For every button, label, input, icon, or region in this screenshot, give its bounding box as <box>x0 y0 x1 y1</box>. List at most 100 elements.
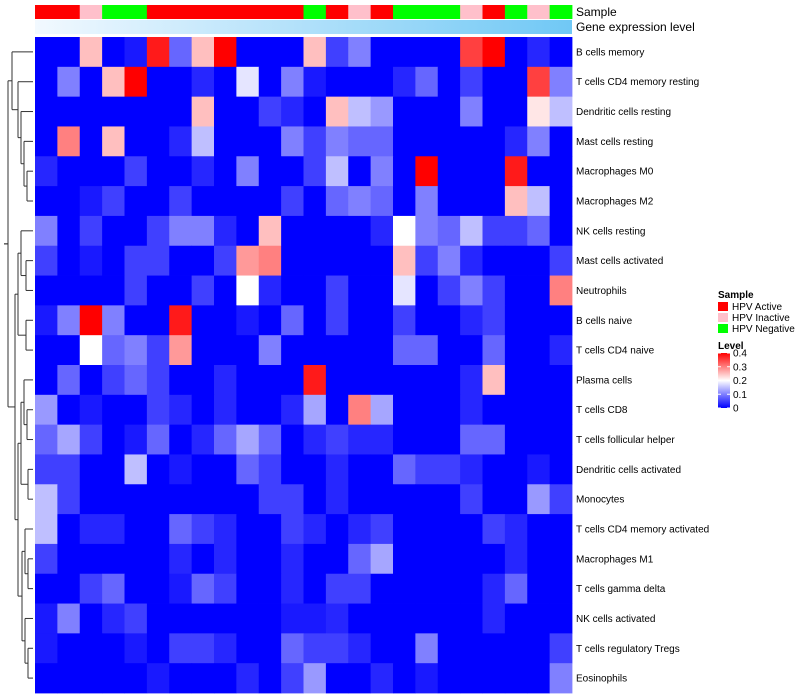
heatmap-cell <box>236 603 260 634</box>
heatmap-cell <box>236 275 260 306</box>
heatmap-cell <box>169 543 193 575</box>
heatmap-cell <box>549 66 573 98</box>
sample-annotation-cell <box>527 5 551 19</box>
heatmap-cell <box>146 66 170 98</box>
heatmap-cell <box>325 305 349 336</box>
heatmap-cell <box>214 663 237 694</box>
heatmap-cell <box>460 454 483 485</box>
heatmap-cell <box>258 394 282 426</box>
heatmap-cell <box>281 96 304 127</box>
heatmap-cell <box>281 633 304 664</box>
heatmap-cell <box>79 245 103 276</box>
heatmap-cell <box>415 305 439 336</box>
heatmap-cell <box>348 96 372 127</box>
heatmap-cell <box>35 424 58 455</box>
heatmap-cell <box>214 603 237 634</box>
heatmap-cell <box>460 156 483 187</box>
heatmap-cell <box>281 365 304 396</box>
heatmap-cell <box>258 305 282 336</box>
heatmap-cell <box>415 215 439 247</box>
heatmap-cell <box>325 633 349 664</box>
heatmap-cell <box>124 573 148 604</box>
sample-annotation-cell <box>214 5 237 19</box>
heatmap-cell <box>348 37 372 68</box>
expression-annotation-bar <box>35 20 572 34</box>
heatmap-cell <box>437 96 461 127</box>
legend-swatch <box>718 324 728 333</box>
row-dendrogram <box>4 51 33 679</box>
heatmap-cell <box>124 663 148 694</box>
heatmap-cell <box>393 96 416 127</box>
heatmap-cell <box>236 215 260 247</box>
heatmap-cell <box>214 66 237 98</box>
heatmap-cell <box>303 156 327 187</box>
heatmap-cell <box>303 245 327 276</box>
heatmap-cell <box>415 394 439 426</box>
heatmap-cell <box>482 37 506 68</box>
heatmap-cell <box>79 305 103 336</box>
heatmap-cell <box>281 663 304 694</box>
heatmap-cell <box>303 543 327 575</box>
heatmap-cell <box>303 335 327 366</box>
heatmap-cell <box>124 186 148 217</box>
heatmap-cell <box>57 514 81 545</box>
heatmap-cell <box>169 37 193 68</box>
heatmap-cell <box>370 365 394 396</box>
heatmap-cell <box>124 275 148 306</box>
heatmap-cell <box>437 66 461 98</box>
heatmap-cell <box>370 514 394 545</box>
heatmap-cell <box>549 305 573 336</box>
heatmap-cell <box>437 514 461 545</box>
heatmap-cell <box>325 186 349 217</box>
heatmap-cell <box>504 514 528 545</box>
heatmap-cell <box>191 66 215 98</box>
heatmap-cell <box>437 484 461 515</box>
sample-annotation-cell <box>415 5 439 19</box>
heatmap-cell <box>482 633 506 664</box>
heatmap-cell <box>57 424 81 455</box>
row-label: Macrophages M0 <box>576 167 654 178</box>
heatmap-cell <box>325 96 349 127</box>
heatmap-cell <box>549 484 573 515</box>
heatmap-cell <box>370 424 394 455</box>
heatmap-cell <box>482 543 506 575</box>
sample-annotation-cell <box>504 5 528 19</box>
heatmap-cell <box>393 633 416 664</box>
heatmap-cell <box>303 365 327 396</box>
heatmap-cell <box>124 66 148 98</box>
heatmap-cell <box>325 215 349 247</box>
heatmap-cell <box>102 424 125 455</box>
heatmap-cell <box>370 543 394 575</box>
heatmap-cell <box>102 215 125 247</box>
heatmap-cell <box>236 573 260 604</box>
heatmap-cell <box>102 156 125 187</box>
heatmap-cell <box>102 335 125 366</box>
heatmap-cell <box>258 365 282 396</box>
heatmap-cell <box>393 186 416 217</box>
heatmap-cell <box>57 66 81 98</box>
heatmap-cell <box>191 186 215 217</box>
heatmap-cell <box>415 156 439 187</box>
sample-annotation-cell <box>57 5 81 19</box>
heatmap-cell <box>79 186 103 217</box>
heatmap-cell <box>236 424 260 455</box>
legend-tick-label: 0.3 <box>733 362 747 373</box>
heatmap-cell <box>437 663 461 694</box>
heatmap-cell <box>460 543 483 575</box>
heatmap-cell <box>527 543 551 575</box>
heatmap-cell <box>348 573 372 604</box>
heatmap-cell <box>102 514 125 545</box>
heatmap-cell <box>35 275 58 306</box>
heatmap-cell <box>527 126 551 157</box>
heatmap-cell <box>146 573 170 604</box>
heatmap-cell <box>370 245 394 276</box>
heatmap-cell <box>281 156 304 187</box>
heatmap-cell <box>258 215 282 247</box>
heatmap-cell <box>370 186 394 217</box>
heatmap-cell <box>79 66 103 98</box>
heatmap-cell <box>325 156 349 187</box>
heatmap-cell <box>348 275 372 306</box>
heatmap-cell <box>281 454 304 485</box>
heatmap-cell <box>504 305 528 336</box>
heatmap-cell <box>169 484 193 515</box>
